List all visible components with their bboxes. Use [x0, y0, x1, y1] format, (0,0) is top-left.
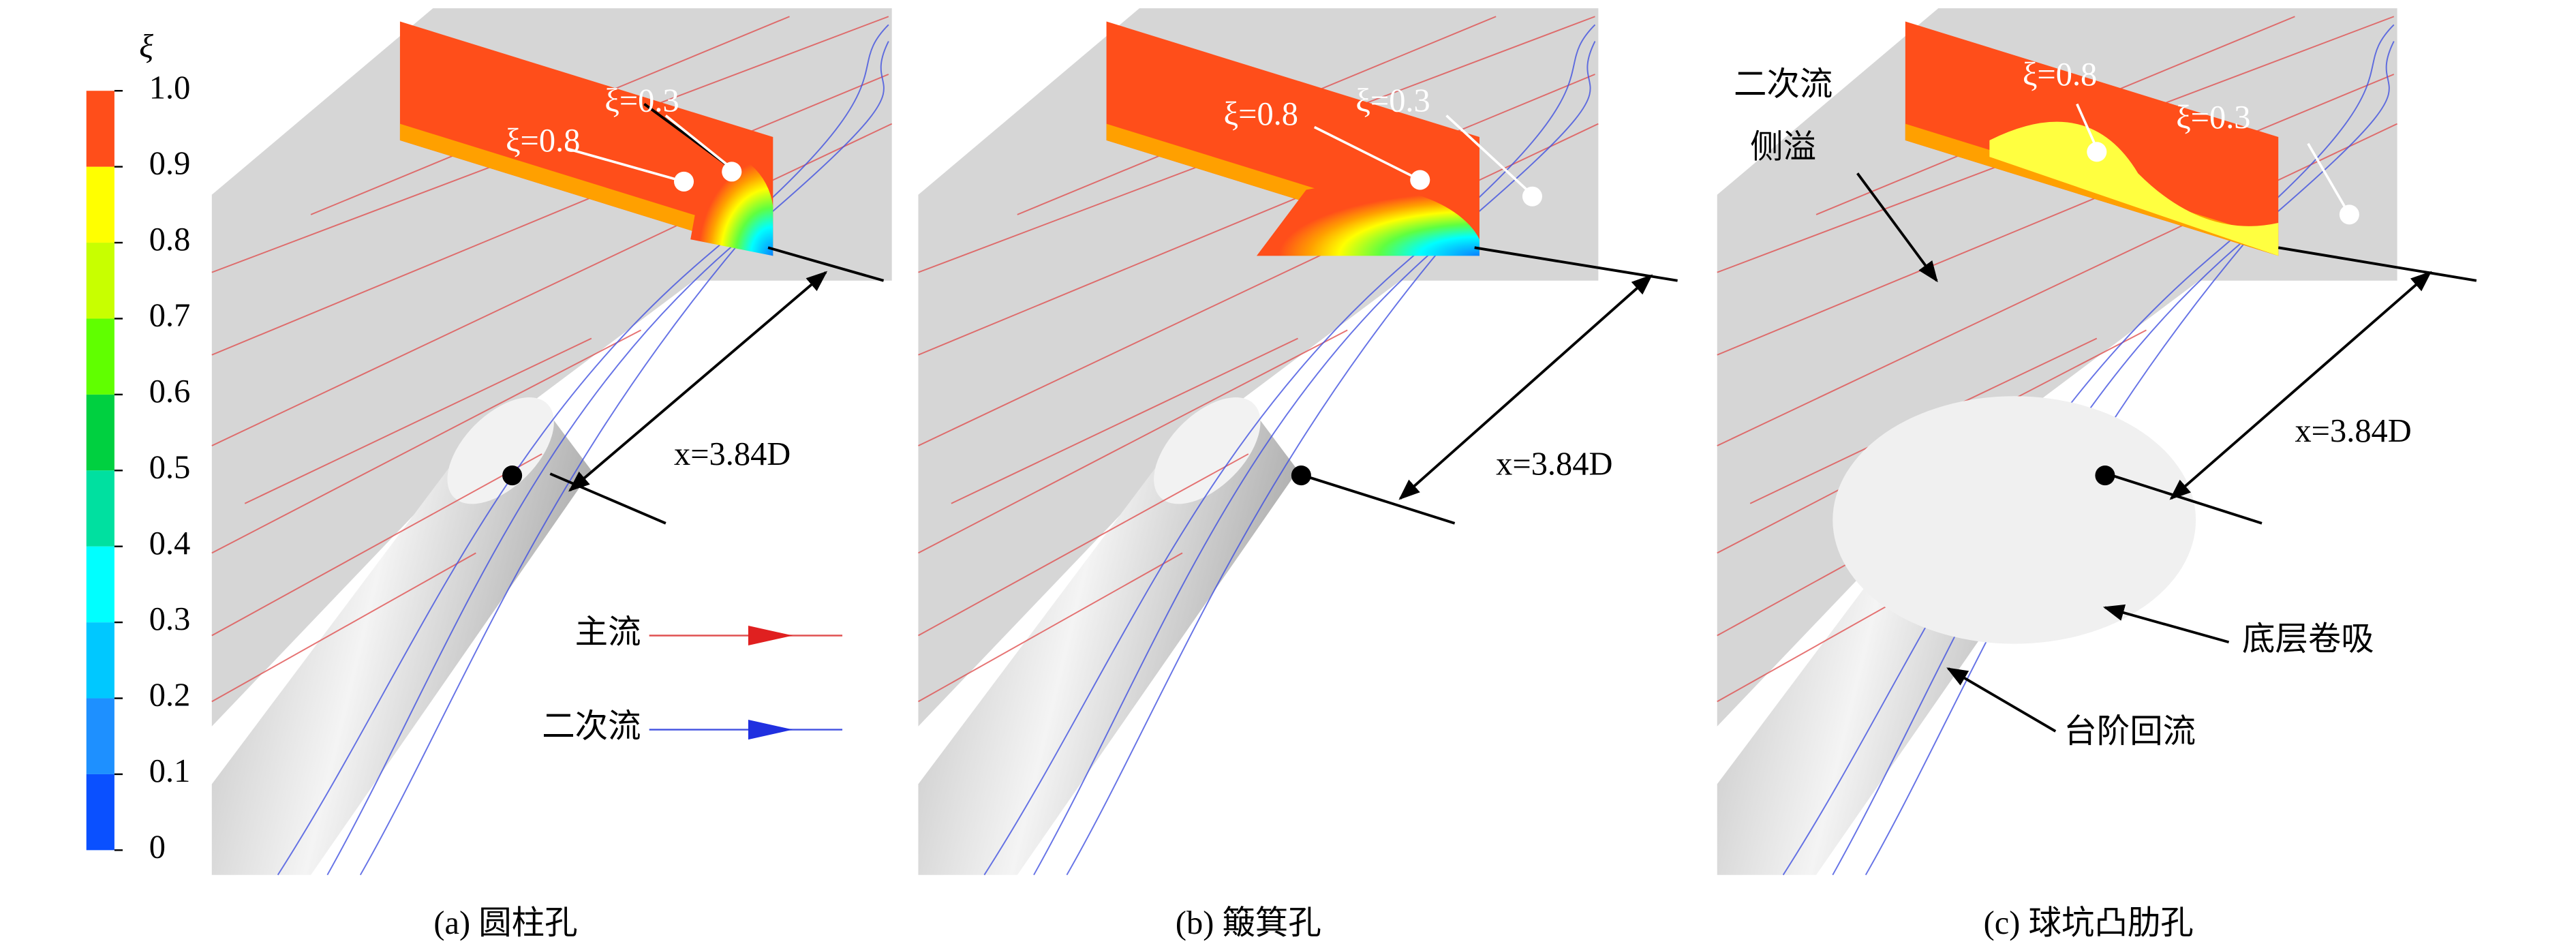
- colorbar-tick-label: 0.6: [149, 373, 191, 410]
- legend-main: 主流: [575, 615, 641, 651]
- colorbar-segment: [86, 394, 114, 471]
- colorbar-segment: [86, 91, 114, 167]
- colorbar-tick-label: 0.9: [149, 146, 191, 182]
- colorbar-title: ξ: [139, 29, 153, 65]
- colorbar-segment: [86, 774, 114, 851]
- colorbar-segment: [86, 546, 114, 623]
- contour-label: ξ=0.8: [1224, 96, 1298, 132]
- colorbar-tick-label: 0.2: [149, 677, 191, 714]
- panel-a: ξ=0.3 ξ=0.8 x=3.84D 主流 二次流 (a) 圆柱孔: [211, 7, 893, 941]
- note-spill: 二次流: [1734, 66, 1833, 102]
- caption: (b) 簸箕孔: [1176, 905, 1321, 941]
- colorbar-segment: [86, 166, 114, 243]
- distance-label: x=3.84D: [674, 436, 791, 472]
- colorbar-segment: [86, 698, 114, 774]
- legend-secondary: 二次流: [542, 709, 641, 745]
- colorbar-segment: [86, 243, 114, 319]
- panel-b: ξ=0.8 ξ=0.3 x=3.84D (b) 簸箕孔: [917, 7, 1678, 941]
- caption: (c) 球坑凸肋孔: [1984, 905, 2194, 941]
- colorbar-tick-label: 0.8: [149, 222, 191, 258]
- distance-label: x=3.84D: [2295, 413, 2411, 449]
- contour-label: ξ=0.3: [2176, 100, 2250, 136]
- colorbar-tick-label: 1.0: [149, 70, 191, 106]
- colorbar: ξ 1.0 0.9 0.8 0.7 0.6 0.5 0.4 0.3 0.2 0.1 0: [86, 29, 191, 865]
- caption: (a) 圆柱孔: [433, 905, 577, 941]
- contour-label: ξ=0.8: [506, 123, 580, 159]
- contour-label: ξ=0.3: [1355, 83, 1430, 119]
- colorbar-segment: [86, 622, 114, 699]
- colorbar-segment: [86, 470, 114, 547]
- colorbar-tick-label: 0.7: [149, 298, 191, 334]
- distance-label: x=3.84D: [1496, 446, 1612, 483]
- note-entrain: 底层卷吸: [2242, 621, 2374, 657]
- colorbar-segment: [86, 318, 114, 395]
- colorbar-tick-label: 0: [149, 829, 166, 865]
- note-step: 台阶回流: [2064, 714, 2196, 750]
- contour-label: ξ=0.8: [2023, 57, 2097, 93]
- panel-c: ξ=0.8 ξ=0.3 x=3.84D 二次流 侧溢 底层卷吸 台阶回流 (c)…: [1716, 7, 2477, 941]
- colorbar-tick-label: 0.4: [149, 525, 191, 562]
- colorbar-tick-label: 0.3: [149, 601, 191, 637]
- note-spill: 侧溢: [1750, 129, 1816, 166]
- colorbar-tick-label: 0.5: [149, 449, 191, 485]
- colorbar-tick-label: 0.1: [149, 753, 191, 789]
- contour-label: ξ=0.3: [604, 83, 679, 119]
